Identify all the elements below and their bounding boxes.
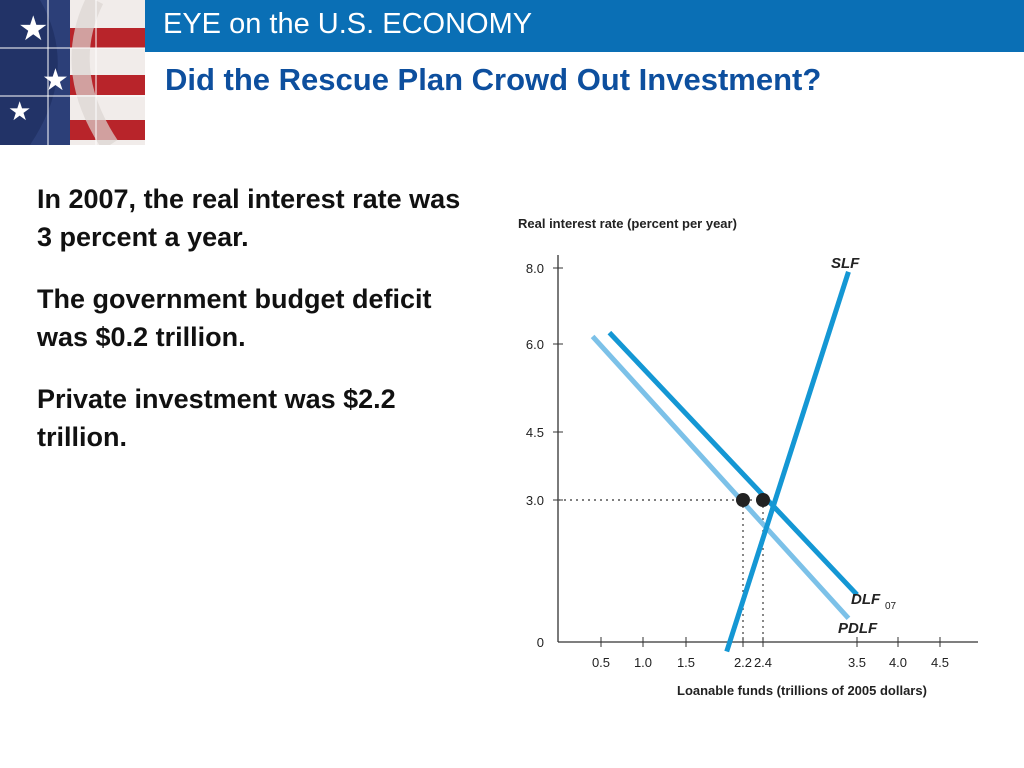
loanable-funds-chart: 0.5 1.0 1.5 2.2 2.4 3.5 4.0 4.5 0 3.0 4.5 6.0 8.0 Rea… <box>518 216 978 698</box>
x-axis-title: Loanable funds (trillions of 2005 dollar… <box>677 683 927 698</box>
x-tick-label-4.0: 4.0 <box>889 655 907 670</box>
paragraph-interest-rate: In 2007, the real interest rate was 3 pe… <box>37 184 461 252</box>
svg-text:★: ★ <box>42 64 69 97</box>
curve-dlf <box>607 330 859 597</box>
paragraph-private-investment: Private investment was $2.2 trillion. <box>37 384 396 452</box>
paragraph-budget-deficit: The government budget deficit was $0.2 t… <box>37 284 432 352</box>
slide-title: Did the Rescue Plan Crowd Out Investment… <box>165 62 822 97</box>
y-tick-label-3.0: 3.0 <box>526 493 544 508</box>
label-dlf: DLF <box>851 591 881 608</box>
x-tick-label-2.2: 2.2 <box>734 655 752 670</box>
x-tick-label-1.5: 1.5 <box>677 655 695 670</box>
svg-text:★: ★ <box>8 96 31 126</box>
label-slf: SLF <box>831 255 860 272</box>
x-tick-label-1.0: 1.0 <box>634 655 652 670</box>
header-title: EYE on the U.S. ECONOMY <box>163 8 533 40</box>
body-text: In 2007, the real interest rate was 3 pe… <box>37 180 477 480</box>
x-tick-label-2.4: 2.4 <box>754 655 772 670</box>
y-tick-label-0: 0 <box>537 635 544 650</box>
header-bar: EYE on the U.S. ECONOMY <box>145 0 1024 52</box>
svg-text:★: ★ <box>18 10 48 48</box>
curve-slf <box>724 271 851 653</box>
y-axis-title: Real interest rate (percent per year) <box>518 216 737 231</box>
y-tick-label-6.0: 6.0 <box>526 337 544 352</box>
equilibrium-point-1 <box>756 493 770 507</box>
x-tick-label-3.5: 3.5 <box>848 655 866 670</box>
x-tick-label-0.5: 0.5 <box>592 655 610 670</box>
equilibrium-point-0 <box>736 493 750 507</box>
y-tick-label-4.5: 4.5 <box>526 425 544 440</box>
y-tick-label-8.0: 8.0 <box>526 261 544 276</box>
x-tick-label-4.5: 4.5 <box>931 655 949 670</box>
curve-pdlf <box>590 334 851 621</box>
label-pdlf: PDLF <box>838 620 878 637</box>
label-dlf-subscript: 07 <box>885 601 897 612</box>
flag-logo-image: ★ ★ ★ <box>0 0 145 150</box>
